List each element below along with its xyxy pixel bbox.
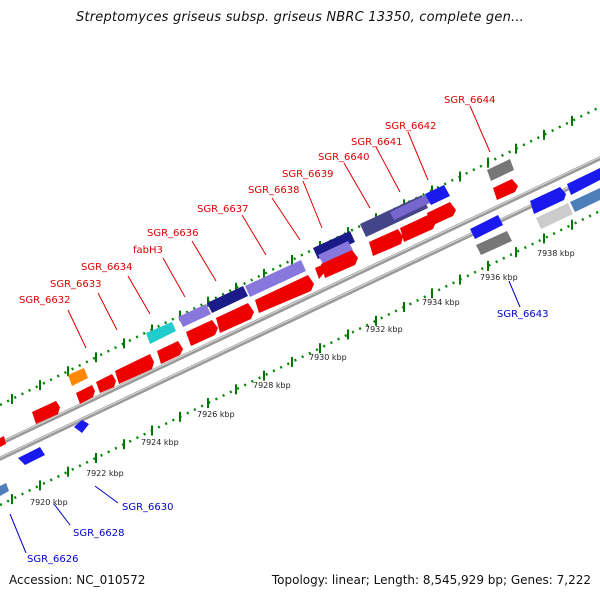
ruler-labels: 7920 kbp 7922 kbp 7924 kbp 7926 kbp 7928 kbp… <box>30 249 575 507</box>
leader-lines <box>9 105 521 554</box>
feature-red-a[interactable] <box>115 354 154 384</box>
label-sgr-6632[interactable]: SGR_6632 <box>19 295 71 306</box>
feature-red-b[interactable] <box>157 341 183 364</box>
label-sgr-6628[interactable]: SGR_6628 <box>73 528 125 539</box>
feature-sgr-6630[interactable] <box>74 420 89 433</box>
ruler-tick-label: 7928 kbp <box>253 381 291 390</box>
label-sgr-6637[interactable]: SGR_6637 <box>197 204 249 215</box>
feature-sgr-6644[interactable] <box>487 159 514 181</box>
label-sgr-6634[interactable]: SGR_6634 <box>81 262 133 273</box>
label-sgr-6642[interactable]: SGR_6642 <box>385 121 437 132</box>
ruler-tick-label: 7922 kbp <box>86 469 124 478</box>
label-sgr-6636[interactable]: SGR_6636 <box>147 228 199 239</box>
reverse-features <box>0 215 512 496</box>
genome-summary: Topology: linear; Length: 8,545,929 bp; … <box>271 573 591 587</box>
feature-sgr-6636[interactable] <box>178 304 211 327</box>
label-sgr-6643[interactable]: SGR_6643 <box>497 309 549 320</box>
feature-red-e[interactable] <box>255 275 314 313</box>
feature-red-left[interactable] <box>0 436 6 448</box>
guide-lower <box>0 209 600 507</box>
backbone-lower <box>0 171 600 461</box>
feature-sgr-6632[interactable] <box>32 401 60 424</box>
ruler-tick-label: 7930 kbp <box>309 353 347 362</box>
feature-sgr-6633[interactable] <box>76 385 95 404</box>
feature-red-g[interactable] <box>321 250 358 278</box>
feature-navy-b[interactable] <box>313 231 355 259</box>
label-sgr-6644[interactable]: SGR_6644 <box>444 95 496 106</box>
label-sgr-6641[interactable]: SGR_6641 <box>351 137 403 148</box>
ruler-tick-label: 7938 kbp <box>537 249 575 258</box>
feature-red-j[interactable] <box>427 202 456 226</box>
feature-gray-b[interactable] <box>476 231 512 255</box>
feature-red-i[interactable] <box>400 214 436 242</box>
feature-sgr-6641[interactable] <box>390 193 434 220</box>
label-sgr-6638[interactable]: SGR_6638 <box>248 185 300 196</box>
label-sgr-6640[interactable]: SGR_6640 <box>318 152 370 163</box>
ruler-tick-label: 7934 kbp <box>422 298 460 307</box>
feature-sgr-6634[interactable] <box>96 374 116 393</box>
feature-blue-b[interactable] <box>567 168 600 195</box>
ruler-tick-label: 7926 kbp <box>197 410 235 419</box>
accession-label: Accession: NC_010572 <box>9 573 146 587</box>
feature-sgr-6639[interactable] <box>318 241 353 264</box>
feature-red-k[interactable] <box>493 179 518 200</box>
ruler-tick-label: 7920 kbp <box>30 498 68 507</box>
feature-red-d[interactable] <box>216 303 254 333</box>
map-title: Streptomyces griseus subsp. griseus NBRC… <box>75 10 525 25</box>
label-sgr-6626[interactable]: SGR_6626 <box>27 554 79 565</box>
feature-orange[interactable] <box>68 368 88 386</box>
label-sgr-6630[interactable]: SGR_6630 <box>122 502 174 513</box>
label-sgr-6633[interactable]: SGR_6633 <box>50 279 102 290</box>
feature-sgr-6642[interactable] <box>425 185 450 205</box>
feature-red-h[interactable] <box>369 229 403 256</box>
label-sgr-6639[interactable]: SGR_6639 <box>282 169 334 180</box>
feature-sgr-6626[interactable] <box>0 483 9 496</box>
guide-upper <box>0 105 600 407</box>
backbone-upper <box>0 156 600 446</box>
feature-red-c[interactable] <box>186 320 218 346</box>
feature-sgr-6643[interactable] <box>470 215 503 239</box>
feature-blue-a[interactable] <box>530 187 566 214</box>
feature-sgr-6628[interactable] <box>18 447 45 465</box>
feature-fabh3[interactable] <box>146 322 176 344</box>
forward-features <box>0 159 600 448</box>
gene-labels: SGR_6626 SGR_6628 SGR_6630 SGR_6632 SGR_… <box>19 95 549 565</box>
ruler-tick-label: 7924 kbp <box>141 438 179 447</box>
ruler-tick-label: 7932 kbp <box>365 325 403 334</box>
label-fabh3[interactable]: fabH3 <box>133 245 163 256</box>
feature-navy-a[interactable] <box>207 286 248 313</box>
ruler-tick-label: 7936 kbp <box>480 273 518 282</box>
feature-lightgray[interactable] <box>536 203 573 229</box>
feature-sgr-6637[interactable] <box>245 260 306 297</box>
feature-steel[interactable] <box>570 188 600 212</box>
